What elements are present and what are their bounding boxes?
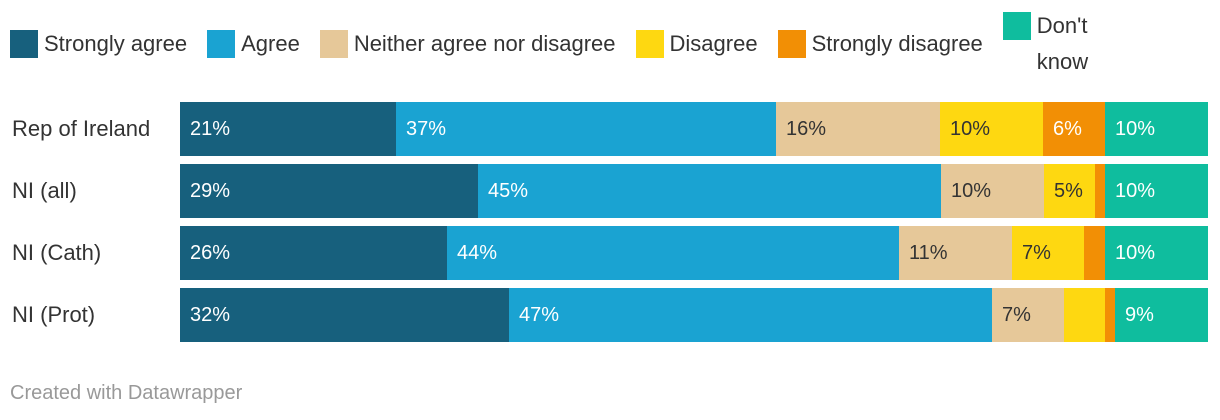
data-label: 29% [190,180,231,202]
data-label: 10% [950,118,991,140]
category-label: NI (Cath) [12,240,102,265]
data-label: 5% [1054,180,1083,202]
chart-row: NI (Prot) 32% 47% 7% 9% [0,288,1220,342]
bar-segment: 44% [447,226,899,280]
chart-row: NI (all) 29% 45% 10% 5% 10% [0,164,1220,218]
bar-segment: 37% [396,102,776,156]
legend-item: Disagree [635,26,758,62]
legend-item: Agree [207,26,300,62]
data-label: 10% [951,180,992,202]
bar-segment: 16% [776,102,940,156]
bar-segment [1095,164,1105,218]
data-label: 44% [457,242,498,264]
bar-segment: 7% [992,288,1064,342]
data-label: 10% [1115,180,1156,202]
bar-segment: 45% [478,164,941,218]
data-label: 26% [190,242,231,264]
data-label: 6% [1053,118,1082,140]
data-label: 37% [406,118,447,140]
bar-segment [1105,288,1115,342]
category-label: NI (all) [12,178,77,203]
stacked-bar: 29% 45% 10% 5% 10% [180,164,1208,218]
bar-segment: 10% [1105,226,1208,280]
legend-swatch [10,30,38,58]
data-label: 10% [1115,242,1156,264]
stacked-bar: 26% 44% 11% 7% 10% [180,226,1208,280]
chart-plot-area: Rep of Ireland 21% 37% 16% 10% 6% 10% NI (all) 2… [0,102,1220,350]
data-label: 11% [909,242,948,264]
stacked-bar: 32% 47% 7% 9% [180,288,1208,342]
category-label: Rep of Ireland [12,116,151,141]
bar-segment: 7% [1012,226,1084,280]
category-label: NI (Prot) [12,302,96,327]
legend-swatch [207,30,236,58]
data-label: 45% [488,180,529,202]
data-label: 7% [1022,242,1051,264]
data-label: 32% [190,304,231,326]
bar-segment: 26% [180,226,447,280]
legend-label: Neither agree nor disagree [353,31,616,56]
legend-swatch [1002,12,1031,40]
bar-segment: 10% [1105,102,1208,156]
bar-segment: 6% [1043,102,1105,156]
bar-segment: 10% [940,102,1043,156]
bar-segment [1084,226,1105,280]
bar-segment: 11% [899,226,1012,280]
legend-swatch [635,30,664,58]
data-label: 9% [1125,304,1154,326]
legend-swatch [319,30,348,58]
bar-segment: 10% [941,164,1044,218]
bar-segment [1064,288,1105,342]
legend-label: Strongly disagree [811,31,983,56]
legend-label: Strongly agree [44,31,188,56]
legend-label: Disagree [669,31,758,56]
bar-segment: 29% [180,164,478,218]
legend-label: Agree [241,31,300,56]
legend-item: Strongly agree [10,26,187,62]
chart-row: Rep of Ireland 21% 37% 16% 10% 6% 10% [0,102,1220,156]
data-label: 21% [190,118,231,140]
legend-item: Neither agree nor disagree [319,26,616,62]
bar-segment: 10% [1105,164,1208,218]
data-label: 47% [519,304,560,326]
bar-segment: 47% [509,288,992,342]
credit-footer: Created with Datawrapper [10,382,243,404]
bar-segment: 5% [1044,164,1095,218]
data-label: 10% [1115,118,1156,140]
legend-item: Strongly disagree [777,26,983,62]
data-label: 16% [786,118,827,140]
bar-segment: 21% [180,102,396,156]
legend-swatch [777,30,806,58]
legend-label: Don't know [1036,13,1089,74]
data-label: 7% [1002,304,1031,326]
chart-row: NI (Cath) 26% 44% 11% 7% 10% [0,226,1220,280]
legend-item: Don't know [1002,8,1097,80]
bar-segment: 32% [180,288,509,342]
stacked-bar: 21% 37% 16% 10% 6% 10% [180,102,1208,156]
bar-segment: 9% [1115,288,1208,342]
chart-legend: Strongly agree Agree Neither agree nor dis… [10,8,1180,80]
